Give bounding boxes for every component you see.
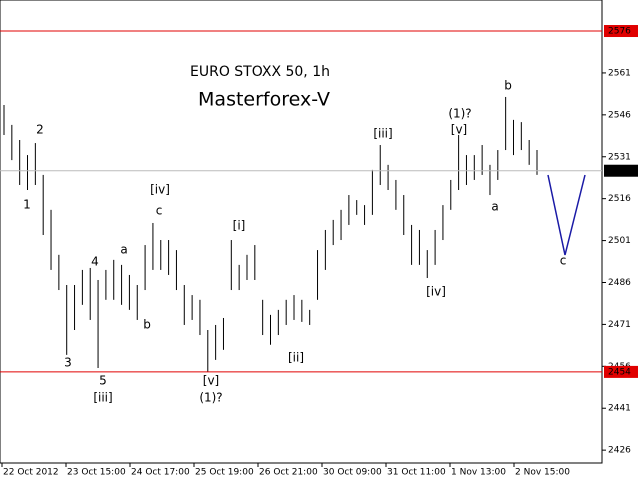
wave-label: [iii]: [373, 127, 392, 141]
wave-label: 2: [36, 123, 44, 137]
x-tick-label: 1 Nov 13:00: [451, 468, 506, 478]
level-label-box: [604, 365, 638, 378]
wave-label: 1: [23, 198, 31, 212]
wave-label: [iv]: [150, 183, 170, 197]
wave-label: 5: [99, 374, 107, 388]
level-label: 2454: [608, 367, 631, 377]
wave-label: [ii]: [288, 351, 304, 365]
chart-subtitle: Masterforex-V: [198, 89, 330, 111]
plot-frame: [0, 0, 603, 464]
y-tick-label: 2546: [608, 110, 631, 120]
x-tick-label: 25 Oct 19:00: [195, 468, 254, 478]
wave-label: [i]: [233, 219, 246, 233]
x-tick-label: 31 Oct 11:00: [387, 468, 446, 478]
wave-label: c: [156, 204, 163, 218]
wave-label: [iii]: [93, 391, 112, 405]
x-tick-label: 22 Oct 2012: [3, 468, 59, 478]
wave-label: a: [120, 243, 127, 257]
x-tick-label: 23 Oct 15:00: [67, 468, 126, 478]
x-tick-label: 24 Oct 17:00: [131, 468, 190, 478]
wave-label: c: [560, 254, 567, 268]
current-price-box: [604, 164, 638, 177]
x-tick-label: 26 Oct 21:00: [259, 468, 318, 478]
y-tick-label: 2501: [608, 236, 631, 246]
wave-label: 4: [91, 255, 99, 269]
wave-label: [v]: [451, 123, 467, 137]
wave-label: [iv]: [426, 285, 446, 299]
wave-label: 3: [64, 356, 72, 370]
y-tick-label: 2561: [608, 68, 631, 78]
y-tick-label: 2471: [608, 320, 631, 330]
y-tick-label: 2426: [608, 446, 631, 456]
y-tick-label: 2531: [608, 152, 631, 162]
wave-label: b: [504, 79, 512, 93]
y-tick-label: 2516: [608, 194, 631, 204]
y-tick-label: 2486: [608, 278, 631, 288]
level-label-box: [604, 25, 638, 38]
y-tick-label: 2441: [608, 404, 631, 414]
current-price-label: 2526: [608, 166, 631, 176]
chart-title: EURO STOXX 50, 1h: [190, 64, 330, 80]
wave-label: a: [491, 200, 498, 214]
x-tick-label: 30 Oct 09:00: [323, 468, 382, 478]
wave-label: (1)?: [448, 107, 471, 121]
level-label: 2576: [608, 27, 631, 37]
x-tick-label: 2 Nov 15:00: [515, 468, 570, 478]
wave-label: (1)?: [199, 391, 222, 405]
forecast-line: [547, 174, 586, 256]
wave-label: [v]: [203, 374, 219, 388]
wave-label: b: [143, 318, 151, 332]
